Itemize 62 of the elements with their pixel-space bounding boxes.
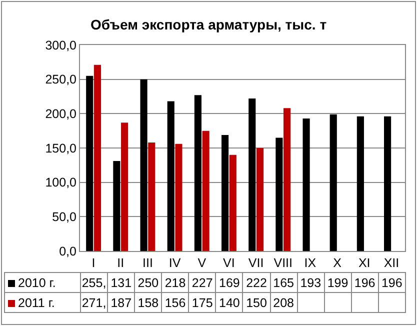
x-tick-label: XII [384,256,400,270]
data-label: 196 [351,272,378,292]
x-tick-label: VIII [274,256,293,270]
bar [94,64,101,251]
data-label: 193 [297,272,324,292]
data-label: 169 [216,272,243,292]
bar [248,98,256,251]
data-label: 156 [162,292,189,312]
x-tick-label: X [333,256,342,270]
data-label: 255, [80,272,108,292]
bar [113,161,120,251]
y-tick-label: 300,0 [45,38,77,52]
data-label: 227 [188,272,216,292]
bar [302,118,310,251]
bar [140,79,148,251]
data-label: 165 [270,272,298,292]
bar [167,101,174,251]
y-tick-label: 0,0 [59,244,77,258]
data-label: 208 [270,292,298,312]
bar [256,148,264,251]
data-label: 196 [378,272,406,292]
y-tick-label: 50,0 [52,210,77,224]
bar [330,114,337,251]
bar [356,116,364,251]
data-label: 250 [134,272,162,292]
legend-label: 2010 г. [18,276,56,290]
data-label: 222 [242,272,270,292]
x-tick-label: II [117,256,124,270]
x-tick-label: V [198,256,207,270]
bar [86,76,94,251]
bar [202,130,210,251]
x-tick-label: IV [168,256,182,270]
bar [148,142,156,251]
bar [222,134,229,251]
bar [229,154,236,251]
data-label: 131 [108,272,135,292]
data-label: 175 [188,292,216,312]
data-label: 150 [242,292,270,312]
bar [284,108,291,251]
chart-title: Объем экспорта арматуры, тыс. т [90,16,327,32]
y-tick-label: 200,0 [45,107,77,122]
bar [121,122,128,251]
bar [175,144,182,251]
legend-label: 2011 г. [18,296,55,310]
data-label: 187 [108,292,135,312]
y-tick-label: 150,0 [45,141,77,156]
bar [276,138,283,251]
x-tick-label: VI [223,256,235,270]
x-tick-label: XI [358,256,370,270]
bar [384,116,392,251]
x-tick-label: VII [248,256,264,270]
x-tick-label: IX [304,256,317,270]
data-label: 271, [80,292,108,312]
data-label: 218 [162,272,189,292]
data-label: 158 [134,292,162,312]
y-tick-label: 100,0 [45,176,77,190]
x-tick-label: III [142,256,153,270]
x-tick-label: I [92,256,96,270]
y-tick-label: 250,0 [45,72,77,87]
data-label: 140 [216,292,243,312]
bar [194,95,202,251]
data-label: 199 [324,272,352,292]
